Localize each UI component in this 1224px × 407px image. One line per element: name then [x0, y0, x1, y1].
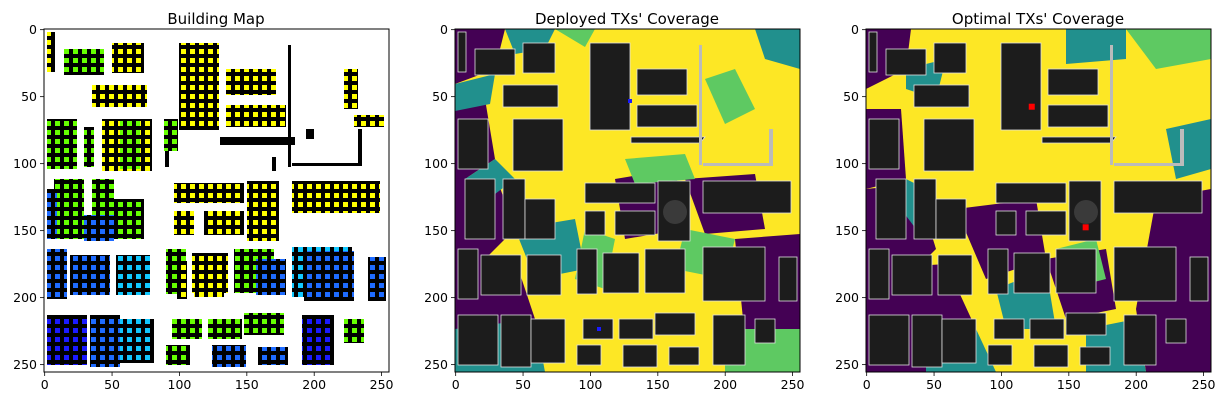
- y-tick-label: 0: [29, 22, 37, 37]
- x-tick-label: 200: [1124, 377, 1148, 392]
- tx-marker: [628, 99, 632, 103]
- x-tick-label: 150: [646, 377, 670, 392]
- axes: 0 50 100 150 200 250 0 50 100 150 200 250: [424, 22, 804, 392]
- y-tick-label: 50: [21, 89, 37, 104]
- x-tick-label: 100: [990, 377, 1014, 392]
- x-tick-label: 250: [781, 377, 805, 392]
- x-tick-label: 50: [515, 377, 531, 392]
- panel-title: Building Map: [167, 10, 264, 28]
- y-tick-label: 200: [835, 290, 859, 305]
- x-tick-label: 0: [452, 377, 460, 392]
- building-map-image: [44, 29, 389, 372]
- y-tick-label: 150: [835, 223, 859, 238]
- x-tick-label: 0: [863, 377, 871, 392]
- tx-markers: [1028, 103, 1089, 231]
- y-tick-label: 250: [835, 357, 859, 372]
- x-tick-label: 200: [302, 377, 326, 392]
- panel-title: Deployed TXs' Coverage: [535, 10, 719, 28]
- optimal-tx-marker: [1082, 224, 1089, 231]
- deployed-coverage-image: [455, 29, 800, 372]
- y-tick-label: 100: [13, 156, 37, 171]
- y-tick-label: 0: [440, 22, 448, 37]
- axes-frame: [43, 28, 390, 373]
- panel-title: Optimal TXs' Coverage: [952, 10, 1124, 28]
- axes-frame: [865, 28, 1212, 373]
- y-tick-label: 200: [13, 290, 37, 305]
- y-tick-label: 50: [843, 89, 859, 104]
- y-tick-label: 200: [424, 290, 448, 305]
- tx-marker: [597, 327, 601, 331]
- building-map-panel: Building Map: [13, 10, 393, 392]
- optimal-coverage-panel: Optimal TXs' Coverage: [835, 10, 1215, 392]
- y-tick-label: 100: [835, 156, 859, 171]
- axes-frame: [454, 28, 801, 373]
- y-tick-label: 100: [424, 156, 448, 171]
- x-tick-label: 50: [104, 377, 120, 392]
- axes: 0 50 100 150 200 250 0 50 100 150 200 250: [13, 22, 393, 392]
- x-tick-label: 250: [370, 377, 394, 392]
- y-tick-label: 250: [13, 357, 37, 372]
- deployed-coverage-panel: Deployed TXs' Coverage: [424, 10, 804, 392]
- x-tick-label: 0: [41, 377, 49, 392]
- x-tick-label: 50: [926, 377, 942, 392]
- optimal-tx-marker: [1028, 103, 1035, 110]
- y-tick-label: 150: [424, 223, 448, 238]
- axes: 0 50 100 150 200 250 0 50 100 150 200 250: [835, 22, 1215, 392]
- y-tick-label: 250: [424, 357, 448, 372]
- y-tick-label: 50: [432, 89, 448, 104]
- x-tick-label: 200: [713, 377, 737, 392]
- y-tick-label: 150: [13, 223, 37, 238]
- x-tick-label: 100: [168, 377, 192, 392]
- optimal-coverage-image: [866, 29, 1211, 372]
- x-tick-label: 250: [1192, 377, 1216, 392]
- x-tick-label: 150: [1057, 377, 1081, 392]
- x-tick-label: 150: [235, 377, 259, 392]
- x-tick-label: 100: [579, 377, 603, 392]
- y-tick-label: 0: [851, 22, 859, 37]
